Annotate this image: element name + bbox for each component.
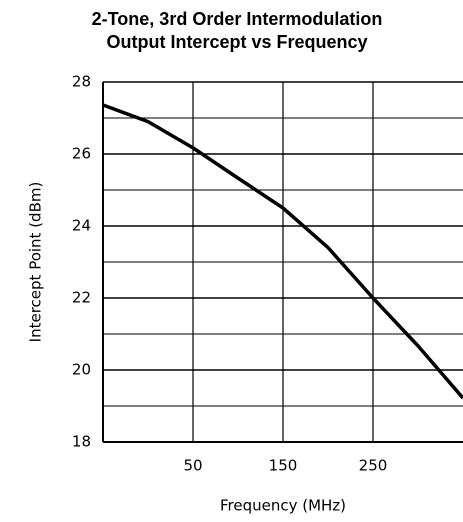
y-tick-label: 20 <box>72 361 91 379</box>
chart-title: Output Intercept vs Frequency <box>106 32 367 52</box>
y-tick-label: 28 <box>72 73 91 91</box>
x-tick-label: 150 <box>269 457 298 475</box>
x-axis-label: Frequency (MHz) <box>220 497 346 515</box>
y-tick-label: 24 <box>72 217 91 235</box>
y-axis-label: Intercept Point (dBm) <box>27 182 45 343</box>
x-tick-label: 50 <box>183 457 202 475</box>
x-tick-label: 250 <box>359 457 388 475</box>
y-tick-label: 22 <box>72 289 91 307</box>
data-line <box>102 103 463 400</box>
y-tick-label: 18 <box>72 433 91 451</box>
chart-title: 2-Tone, 3rd Order Intermodulation <box>92 9 383 29</box>
y-tick-label: 26 <box>72 145 91 163</box>
